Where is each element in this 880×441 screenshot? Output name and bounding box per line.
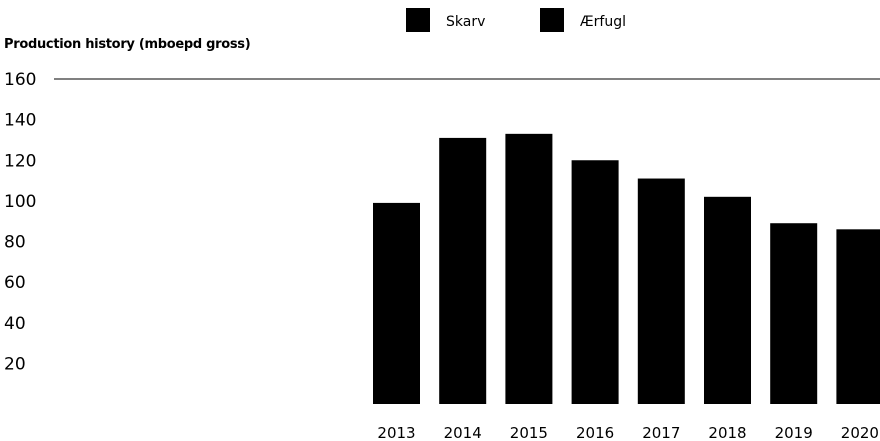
bar-2015-skarv bbox=[505, 133, 553, 404]
y-tick-label: 60 bbox=[4, 273, 26, 293]
bars bbox=[373, 133, 880, 404]
legend-label-skarv: Skarv bbox=[446, 14, 485, 30]
y-tick-label: 20 bbox=[4, 354, 26, 374]
y-axis: 20 40 60 80 100 120 140 160 bbox=[4, 70, 36, 374]
bar-2018-skarv bbox=[704, 196, 751, 404]
y-tick-label: 160 bbox=[4, 70, 36, 90]
legend-swatch-aerfugl bbox=[540, 8, 564, 32]
bar-2020-skarv bbox=[836, 229, 880, 404]
x-tick-label: 2016 bbox=[576, 424, 614, 441]
x-axis: 2013 2014 2015 2016 2017 2018 2019 2020 bbox=[377, 424, 879, 441]
y-tick-label: 80 bbox=[4, 233, 26, 253]
y-tick-label: 100 bbox=[4, 192, 36, 212]
bar-2013-skarv bbox=[373, 202, 420, 404]
x-tick-label: 2019 bbox=[775, 424, 813, 441]
y-tick-label: 120 bbox=[4, 151, 36, 171]
y-tick-label: 40 bbox=[4, 314, 26, 334]
legend: Skarv Ærfugl bbox=[406, 8, 626, 32]
y-tick-label: 140 bbox=[4, 111, 36, 131]
x-tick-label: 2014 bbox=[444, 424, 482, 441]
bar-2016-skarv bbox=[571, 160, 619, 404]
legend-swatch-skarv bbox=[406, 8, 430, 32]
y-axis-label: Production history (mboepd gross) bbox=[4, 37, 250, 52]
bar-2014-skarv bbox=[439, 137, 487, 404]
x-tick-label: 2017 bbox=[642, 424, 680, 441]
bar-2017-skarv bbox=[637, 178, 685, 404]
x-tick-label: 2015 bbox=[510, 424, 548, 441]
x-tick-label: 2020 bbox=[841, 424, 879, 441]
bar-2019-skarv bbox=[770, 223, 818, 404]
x-tick-label: 2013 bbox=[377, 424, 415, 441]
x-tick-label: 2018 bbox=[708, 424, 746, 441]
legend-label-aerfugl: Ærfugl bbox=[580, 14, 626, 30]
